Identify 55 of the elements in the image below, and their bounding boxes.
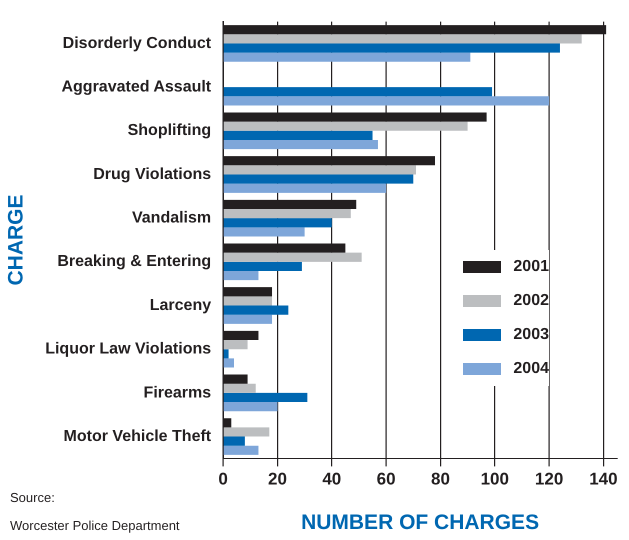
bar <box>224 402 278 412</box>
y-tick-label: Liquor Law Violations <box>45 340 212 358</box>
bar <box>224 446 258 455</box>
legend-label: 2004 <box>513 360 549 378</box>
bar <box>224 252 362 262</box>
bar <box>224 174 414 184</box>
bar <box>224 184 386 193</box>
x-tick-label: 80 <box>430 469 450 488</box>
bar <box>224 130 373 140</box>
bar <box>224 52 470 62</box>
y-tick-label: Motor Vehicle Theft <box>64 428 212 445</box>
bar <box>224 208 351 218</box>
bar <box>224 427 270 437</box>
y-tick-label: Shoplifting <box>128 122 212 140</box>
y-tick-label: Firearms <box>144 384 212 402</box>
x-tick-label: 140 <box>589 469 618 488</box>
y-tick-label: Disorderly Conduct <box>62 34 212 52</box>
legend-label: 2001 <box>513 258 549 276</box>
bar <box>224 306 288 315</box>
bar <box>224 384 256 393</box>
bar <box>224 271 258 280</box>
y-tick-label: Breaking & Entering <box>57 253 212 270</box>
bar <box>224 392 308 402</box>
x-tick-label: 40 <box>322 469 342 488</box>
legend-label: 2003 <box>513 326 549 344</box>
bar <box>224 358 234 368</box>
x-axis-title: NUMBER OF CHARGES <box>301 511 540 534</box>
y-tick-label: Drug Violations <box>93 166 212 183</box>
bar <box>224 122 468 131</box>
y-tick-label: Larceny <box>150 296 212 314</box>
bar <box>224 43 560 53</box>
bar <box>224 296 272 306</box>
bar <box>224 218 332 228</box>
x-tick-label: 100 <box>480 469 509 488</box>
bar <box>224 349 229 358</box>
bar <box>224 34 582 44</box>
bar <box>224 314 272 324</box>
y-axis-title: CHARGE <box>4 194 28 286</box>
bar <box>224 436 245 446</box>
text: Worcester Police Department <box>10 517 180 535</box>
y-tick-label: Vandalism <box>132 210 212 227</box>
bar <box>224 340 248 350</box>
bar <box>224 165 416 174</box>
source-note: Source: <box>10 489 56 507</box>
bar <box>224 227 305 237</box>
x-tick-label: 0 <box>218 469 228 488</box>
bar <box>224 96 550 106</box>
bar <box>224 262 302 272</box>
bar <box>224 140 378 150</box>
x-tick-label: 20 <box>268 469 287 488</box>
x-tick-label: 60 <box>376 469 396 488</box>
bar <box>224 87 492 96</box>
x-tick-label: 120 <box>534 469 564 488</box>
legend-label: 2002 <box>513 292 549 310</box>
y-tick-label: Aggravated Assault <box>61 78 212 96</box>
